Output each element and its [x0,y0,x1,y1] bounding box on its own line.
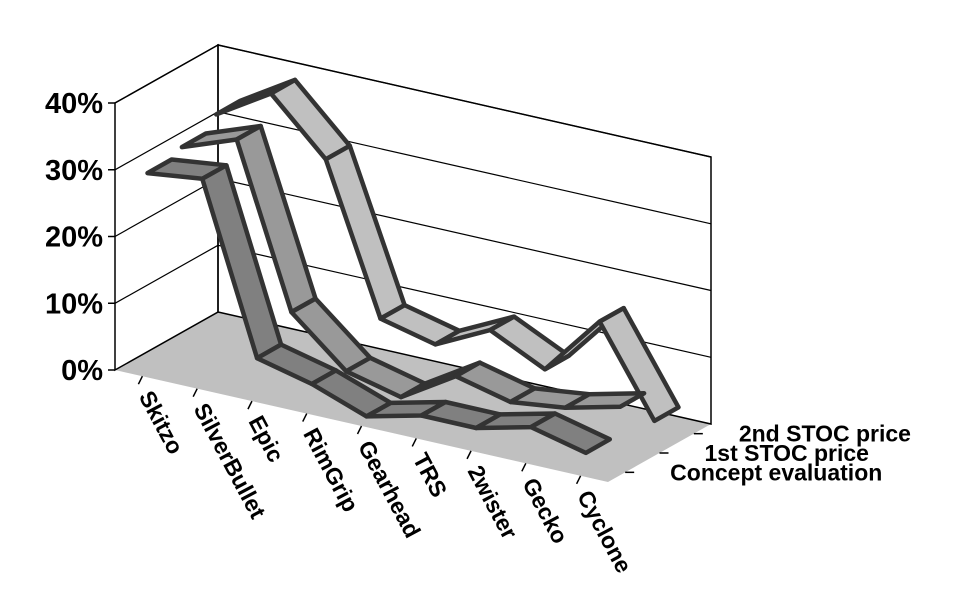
ribbon-segment [563,391,647,410]
x-tick-mark [137,375,144,385]
y-tick-label: 10% [45,288,103,320]
y-tick-label: 40% [45,88,103,120]
ribbon-segment [323,143,407,321]
category-label: 2wister [463,461,523,543]
x-tick-mark [466,450,472,460]
gridline [114,44,712,158]
chart-ribbons [145,77,681,456]
category-label: Gearhead [353,436,426,542]
category-label: RimGrip [298,424,364,516]
category-label: Cyclone [572,486,637,577]
x-tick-mark [192,388,198,398]
ribbon-series [179,123,647,410]
y-axis-ticks: 0% 10% 20% 30% 40% [45,88,115,387]
ribbon-series [145,157,613,456]
ribbon-segment [268,77,353,162]
x-tick-mark [521,462,527,472]
x-tick-mark [575,475,582,485]
y-tick-label: 30% [45,155,103,187]
x-tick-mark [247,400,253,410]
y-tick-label: 0% [61,355,103,387]
x-tick-mark [302,413,308,422]
x-tick-mark [411,438,417,447]
gridline [114,244,712,358]
category-label: TRS [408,449,453,502]
gridline [114,177,712,292]
x-tick-mark [356,425,363,435]
category-label: Gecko [517,473,573,547]
ribbon-segment [597,305,681,424]
category-label: Skitzo [134,386,189,458]
y-tick-label: 20% [45,222,103,254]
ribbon-segment [528,411,613,456]
series-label: 2nd STOC price [739,421,911,447]
ribbon-series [213,77,681,424]
category-label: Epic [244,411,290,466]
series-label: Concept evaluation [670,459,882,485]
series-label: 1st STOC price [705,440,869,466]
